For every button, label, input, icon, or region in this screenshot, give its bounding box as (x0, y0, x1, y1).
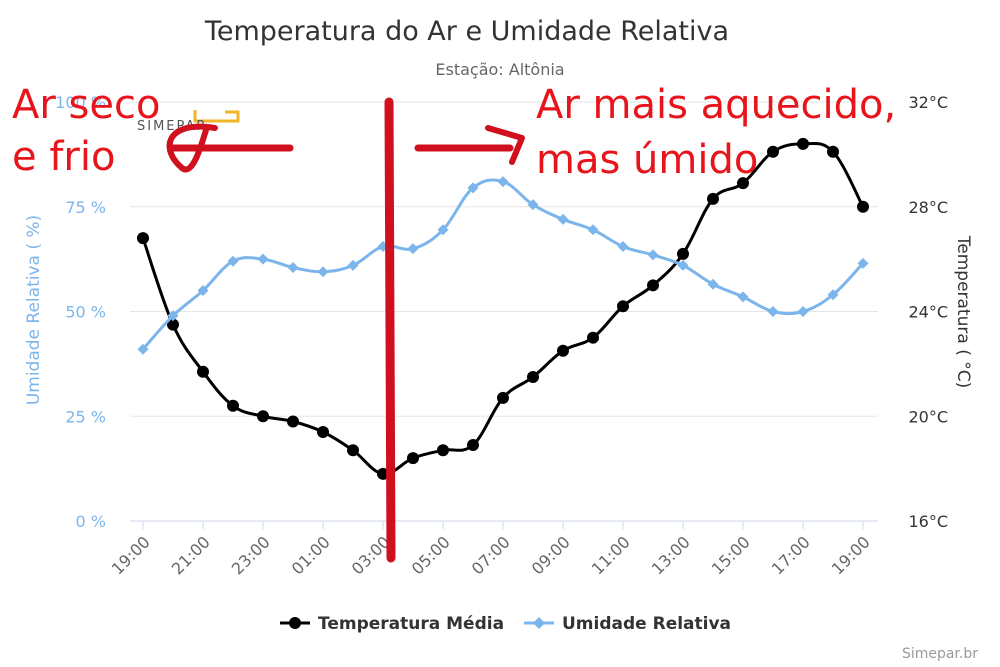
y-axis-left: 0 % 25 % 50 % 75 % 100 % (55, 93, 106, 531)
series-group (137, 137, 869, 480)
point-umidade[interactable] (617, 241, 629, 253)
point-temperatura[interactable] (857, 200, 869, 213)
point-umidade[interactable] (557, 213, 569, 225)
y-left-tick-label: 25 % (65, 407, 106, 426)
y-right-tick-label: 24°C (908, 303, 948, 322)
point-temperatura[interactable] (287, 415, 299, 428)
point-temperatura[interactable] (377, 467, 389, 480)
point-temperatura[interactable] (797, 137, 809, 150)
point-umidade[interactable] (467, 182, 479, 194)
legend-label-temperatura: Temperatura Média (318, 614, 504, 634)
y-axis-left-title: Umidade Relativa ( %) (24, 215, 44, 405)
legend[interactable]: Temperatura Média Umidade Relativa (280, 614, 731, 634)
point-umidade[interactable] (497, 176, 509, 188)
point-umidade[interactable] (227, 255, 239, 267)
x-tick-label: 09:00 (528, 532, 574, 578)
point-umidade[interactable] (857, 257, 869, 269)
y-left-tick-label: 0 % (76, 512, 106, 531)
x-tick-label: 21:00 (168, 532, 214, 578)
x-axis: 19:00 21:00 23:00 01:00 03:00 05:00 07:00 09:00… (108, 520, 878, 578)
point-umidade[interactable] (257, 253, 269, 265)
point-umidade[interactable] (797, 306, 809, 317)
point-temperatura[interactable] (407, 452, 419, 465)
annotations: Ar seco e frio Ar mais aquecido, mas úmi… (12, 82, 896, 563)
y-left-tick-label: 75 % (65, 198, 106, 217)
point-temperatura[interactable] (137, 232, 149, 245)
legend-marker-temperatura (289, 617, 301, 629)
point-temperatura[interactable] (707, 192, 719, 205)
point-temperatura[interactable] (827, 145, 839, 158)
point-umidade[interactable] (527, 199, 539, 211)
point-umidade[interactable] (737, 291, 749, 303)
x-tick-label: 11:00 (588, 532, 634, 578)
legend-label-umidade: Umidade Relativa (562, 614, 731, 634)
point-temperatura[interactable] (257, 410, 269, 423)
y-right-tick-label: 28°C (908, 198, 948, 217)
y-axis-right-title: Temperatura ( °C) (953, 235, 973, 388)
y-left-tick-label: 50 % (65, 303, 106, 322)
point-temperatura[interactable] (647, 279, 659, 292)
annotation-right-line-1: Ar mais aquecido, (536, 82, 896, 128)
point-temperatura[interactable] (527, 370, 539, 383)
point-umidade[interactable] (347, 259, 359, 271)
point-umidade[interactable] (287, 262, 299, 274)
point-temperatura[interactable] (617, 300, 629, 313)
x-tick-label: 17:00 (768, 532, 814, 578)
credit[interactable]: Simepar.br (902, 646, 978, 662)
point-umidade[interactable] (137, 343, 149, 355)
point-temperatura[interactable] (557, 344, 569, 357)
x-tick-label: 19:00 (108, 532, 154, 578)
point-temperatura[interactable] (467, 439, 479, 452)
point-temperatura[interactable] (167, 318, 179, 331)
x-tick-label: 01:00 (288, 532, 334, 578)
point-temperatura[interactable] (317, 425, 329, 438)
legend-marker-umidade (533, 617, 545, 629)
legend-item-temperatura[interactable]: Temperatura Média (280, 614, 504, 634)
point-umidade[interactable] (827, 289, 839, 301)
point-umidade[interactable] (167, 310, 179, 322)
point-umidade[interactable] (707, 278, 719, 290)
arrow-left-head (166, 123, 218, 173)
point-umidade[interactable] (197, 285, 209, 297)
y-right-tick-label: 20°C (908, 407, 948, 426)
point-temperatura[interactable] (497, 391, 509, 404)
chart-title: Temperatura do Ar e Umidade Relativa (204, 16, 729, 47)
point-temperatura[interactable] (767, 145, 779, 158)
arrow-right-head (485, 125, 525, 165)
x-tick-label: 05:00 (408, 532, 454, 578)
point-umidade[interactable] (317, 266, 329, 278)
point-temperatura[interactable] (227, 399, 239, 412)
point-umidade[interactable] (407, 243, 419, 255)
point-temperatura[interactable] (737, 177, 749, 190)
y-right-tick-label: 32°C (908, 93, 948, 112)
annotation-left-line-2: e frio (12, 134, 115, 180)
y-right-tick-label: 16°C (908, 512, 948, 531)
x-tick-label: 15:00 (708, 532, 754, 578)
point-umidade[interactable] (587, 224, 599, 236)
point-umidade[interactable] (437, 224, 449, 236)
x-tick-label: 07:00 (468, 532, 514, 578)
point-umidade[interactable] (767, 306, 779, 317)
x-tick-label: 19:00 (828, 532, 874, 578)
point-temperatura[interactable] (197, 365, 209, 378)
x-tick-label: 13:00 (648, 532, 694, 578)
y-left-tick-label: 100 % (55, 93, 106, 112)
y-axis-right: 16°C 20°C 24°C 28°C 32°C (908, 93, 948, 531)
point-temperatura[interactable] (347, 444, 359, 457)
annotation-right-line-2: mas úmido (536, 137, 758, 183)
chart-subtitle: Estação: Altônia (435, 60, 564, 79)
point-temperatura[interactable] (587, 331, 599, 344)
series-line-temperatura (141, 141, 865, 476)
series-line-umidade (141, 178, 865, 351)
gridlines (130, 101, 878, 522)
point-temperatura[interactable] (677, 247, 689, 260)
x-tick-label: 23:00 (228, 532, 274, 578)
point-umidade[interactable] (647, 249, 659, 261)
point-umidade[interactable] (677, 259, 689, 271)
point-temperatura[interactable] (437, 444, 449, 457)
legend-item-umidade[interactable]: Umidade Relativa (524, 614, 731, 634)
divider-line (384, 97, 396, 563)
annotation-left-line-1: Ar seco (12, 82, 160, 128)
